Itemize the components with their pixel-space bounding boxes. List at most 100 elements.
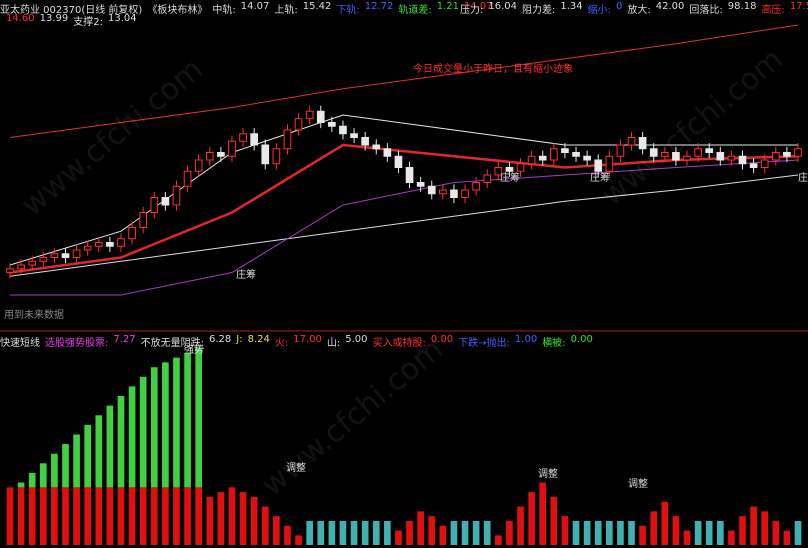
histogram-bar bbox=[306, 520, 313, 545]
histogram-bar bbox=[539, 482, 547, 545]
label: 火: bbox=[274, 338, 289, 349]
candle-body bbox=[660, 152, 669, 157]
label: 不放无量阴跌: bbox=[140, 338, 205, 349]
histogram-bar bbox=[361, 520, 369, 545]
histogram-bar bbox=[128, 487, 136, 545]
candle-body bbox=[605, 155, 614, 172]
value: 0 bbox=[616, 1, 623, 12]
histogram-bar bbox=[550, 496, 558, 545]
histogram-bar bbox=[483, 520, 491, 545]
label: 高压: bbox=[761, 5, 785, 16]
candle-body bbox=[416, 182, 425, 187]
histogram-bar bbox=[794, 520, 802, 545]
candle-body bbox=[328, 122, 336, 127]
value: 5.00 bbox=[345, 334, 368, 345]
candle-body bbox=[683, 155, 691, 161]
histogram-bar bbox=[705, 520, 713, 545]
histogram-bar bbox=[117, 487, 125, 545]
histogram-bar bbox=[406, 520, 413, 545]
histogram-bar bbox=[639, 525, 646, 545]
indicator-name: 《板块布林》 bbox=[147, 5, 208, 16]
adjust-label: 调整 bbox=[628, 479, 648, 490]
label: 压力: bbox=[460, 5, 484, 16]
histogram-bar bbox=[228, 487, 236, 545]
histogram-bar bbox=[461, 520, 469, 545]
histogram-bar bbox=[261, 506, 269, 545]
histogram-bar bbox=[62, 444, 69, 488]
value: 0.00 bbox=[430, 334, 454, 345]
histogram-bar bbox=[84, 487, 92, 545]
value: 1.00 bbox=[514, 334, 538, 345]
label: 买入或持股: bbox=[372, 338, 426, 349]
candle-body bbox=[727, 155, 736, 161]
candle-body bbox=[239, 133, 247, 142]
histogram-bar bbox=[284, 525, 291, 545]
adjust-label: 调整 bbox=[538, 469, 558, 480]
histogram-bar bbox=[761, 511, 769, 545]
value: 12.72 bbox=[364, 1, 394, 12]
value: 42.00 bbox=[655, 1, 685, 12]
histogram-bar bbox=[472, 520, 480, 545]
candle-body bbox=[39, 257, 48, 262]
candle-body bbox=[394, 155, 403, 168]
histogram-bar bbox=[150, 487, 158, 545]
label: J: bbox=[236, 334, 243, 345]
histogram-bar bbox=[139, 376, 147, 488]
indicator-line bbox=[9, 24, 799, 138]
candle-body bbox=[572, 152, 580, 157]
histogram-bar bbox=[583, 520, 591, 545]
label: 山: bbox=[326, 338, 341, 349]
header-row: 亚太药业 002370(日线 前复权) 《板块布林》 中轨: 14.07 上轨: 1… bbox=[0, 1, 493, 16]
histogram-bar bbox=[250, 496, 258, 545]
histogram-bar bbox=[395, 530, 402, 545]
candle-body bbox=[794, 148, 802, 157]
histogram-bar bbox=[728, 530, 735, 545]
histogram-bar bbox=[628, 520, 635, 545]
value: 14.07 bbox=[464, 1, 493, 12]
histogram-bar bbox=[617, 520, 624, 545]
candle-body bbox=[638, 137, 647, 150]
candle-body bbox=[305, 110, 314, 120]
candle-body bbox=[6, 268, 14, 273]
indicator-line bbox=[9, 174, 799, 277]
histogram-bar bbox=[217, 492, 225, 545]
value: 15.42 bbox=[302, 1, 332, 12]
value: 17.59 bbox=[789, 1, 808, 12]
value: 14.07 bbox=[240, 1, 270, 12]
label: 阻力差: bbox=[522, 5, 556, 16]
candle-body bbox=[550, 148, 558, 161]
candle-body bbox=[83, 245, 92, 251]
label: 下跌→抛出: bbox=[458, 338, 510, 349]
candle-body bbox=[194, 159, 203, 172]
histogram-bar bbox=[672, 516, 680, 545]
histogram-bar bbox=[739, 516, 746, 545]
candle-body bbox=[106, 242, 114, 247]
candle-body bbox=[450, 189, 458, 198]
histogram-bar bbox=[372, 520, 380, 545]
candle-body bbox=[61, 253, 70, 258]
label: 上轨: bbox=[274, 5, 298, 16]
candle-body bbox=[716, 152, 725, 161]
label: 中轨: bbox=[212, 5, 236, 16]
candle-body bbox=[483, 174, 492, 183]
histogram-bar bbox=[39, 487, 47, 545]
candle-body bbox=[339, 125, 347, 135]
value: 7.27 bbox=[113, 334, 136, 345]
candle-body bbox=[183, 170, 192, 187]
histogram-bar bbox=[506, 520, 513, 545]
candle-body bbox=[217, 152, 225, 157]
candle-body bbox=[705, 148, 714, 153]
candle-body bbox=[161, 197, 170, 206]
candle-body bbox=[139, 212, 148, 228]
candle-body bbox=[771, 152, 780, 161]
candle-body bbox=[172, 185, 181, 206]
histogram-bar bbox=[162, 362, 169, 488]
value: 98.18 bbox=[727, 1, 757, 12]
histogram-bar bbox=[150, 367, 158, 488]
histogram-bar bbox=[173, 487, 180, 545]
histogram-bar bbox=[206, 496, 214, 545]
histogram-bar bbox=[95, 487, 103, 545]
value: 6.28 bbox=[209, 334, 232, 345]
histogram-bar bbox=[162, 487, 169, 545]
